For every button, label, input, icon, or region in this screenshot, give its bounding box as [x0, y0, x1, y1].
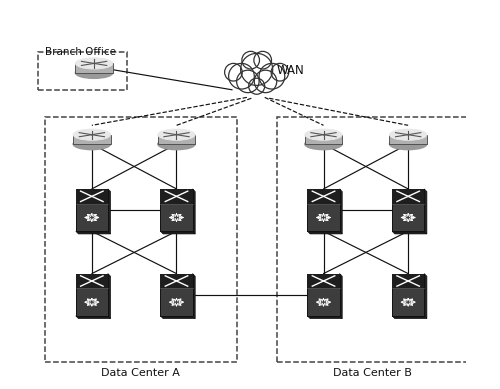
FancyBboxPatch shape: [76, 273, 108, 316]
Text: Data Center A: Data Center A: [102, 368, 180, 378]
FancyBboxPatch shape: [160, 273, 192, 316]
Polygon shape: [160, 316, 195, 319]
Circle shape: [254, 70, 276, 93]
FancyBboxPatch shape: [305, 135, 342, 144]
Text: Data Center B: Data Center B: [333, 368, 412, 378]
FancyBboxPatch shape: [308, 273, 340, 288]
Polygon shape: [308, 316, 342, 319]
Circle shape: [254, 51, 272, 69]
FancyBboxPatch shape: [76, 273, 108, 288]
Polygon shape: [192, 273, 195, 319]
Ellipse shape: [305, 129, 342, 140]
FancyBboxPatch shape: [158, 135, 195, 144]
Polygon shape: [76, 231, 110, 234]
FancyBboxPatch shape: [73, 135, 110, 144]
Circle shape: [259, 63, 285, 89]
FancyBboxPatch shape: [160, 189, 192, 204]
Polygon shape: [160, 231, 195, 234]
FancyBboxPatch shape: [308, 189, 340, 231]
FancyBboxPatch shape: [390, 135, 427, 144]
Ellipse shape: [158, 138, 195, 150]
FancyBboxPatch shape: [76, 63, 113, 73]
Ellipse shape: [73, 129, 110, 140]
Ellipse shape: [76, 58, 113, 69]
FancyBboxPatch shape: [160, 273, 192, 288]
Circle shape: [242, 51, 260, 69]
Circle shape: [228, 63, 254, 89]
Circle shape: [271, 63, 289, 81]
Text: WAN: WAN: [276, 64, 304, 77]
Polygon shape: [192, 189, 195, 234]
FancyBboxPatch shape: [308, 273, 340, 316]
FancyBboxPatch shape: [308, 189, 340, 204]
Polygon shape: [392, 316, 427, 319]
FancyBboxPatch shape: [392, 189, 424, 204]
FancyBboxPatch shape: [392, 273, 424, 288]
Circle shape: [248, 78, 264, 94]
Ellipse shape: [390, 138, 427, 150]
Polygon shape: [108, 273, 110, 319]
FancyBboxPatch shape: [76, 189, 108, 231]
Polygon shape: [424, 189, 427, 234]
Polygon shape: [76, 316, 110, 319]
FancyBboxPatch shape: [76, 189, 108, 204]
Ellipse shape: [73, 138, 110, 150]
Circle shape: [240, 53, 272, 86]
Polygon shape: [108, 189, 110, 234]
Ellipse shape: [76, 67, 113, 78]
Polygon shape: [392, 231, 427, 234]
FancyBboxPatch shape: [392, 273, 424, 316]
Polygon shape: [340, 189, 342, 234]
Polygon shape: [424, 273, 427, 319]
Ellipse shape: [158, 129, 195, 140]
FancyBboxPatch shape: [392, 189, 424, 231]
Circle shape: [236, 70, 259, 93]
Polygon shape: [340, 273, 342, 319]
Text: Branch Office: Branch Office: [45, 47, 116, 57]
FancyBboxPatch shape: [160, 189, 192, 231]
Polygon shape: [308, 231, 342, 234]
Ellipse shape: [390, 129, 427, 140]
Circle shape: [224, 63, 242, 81]
Ellipse shape: [305, 138, 342, 150]
